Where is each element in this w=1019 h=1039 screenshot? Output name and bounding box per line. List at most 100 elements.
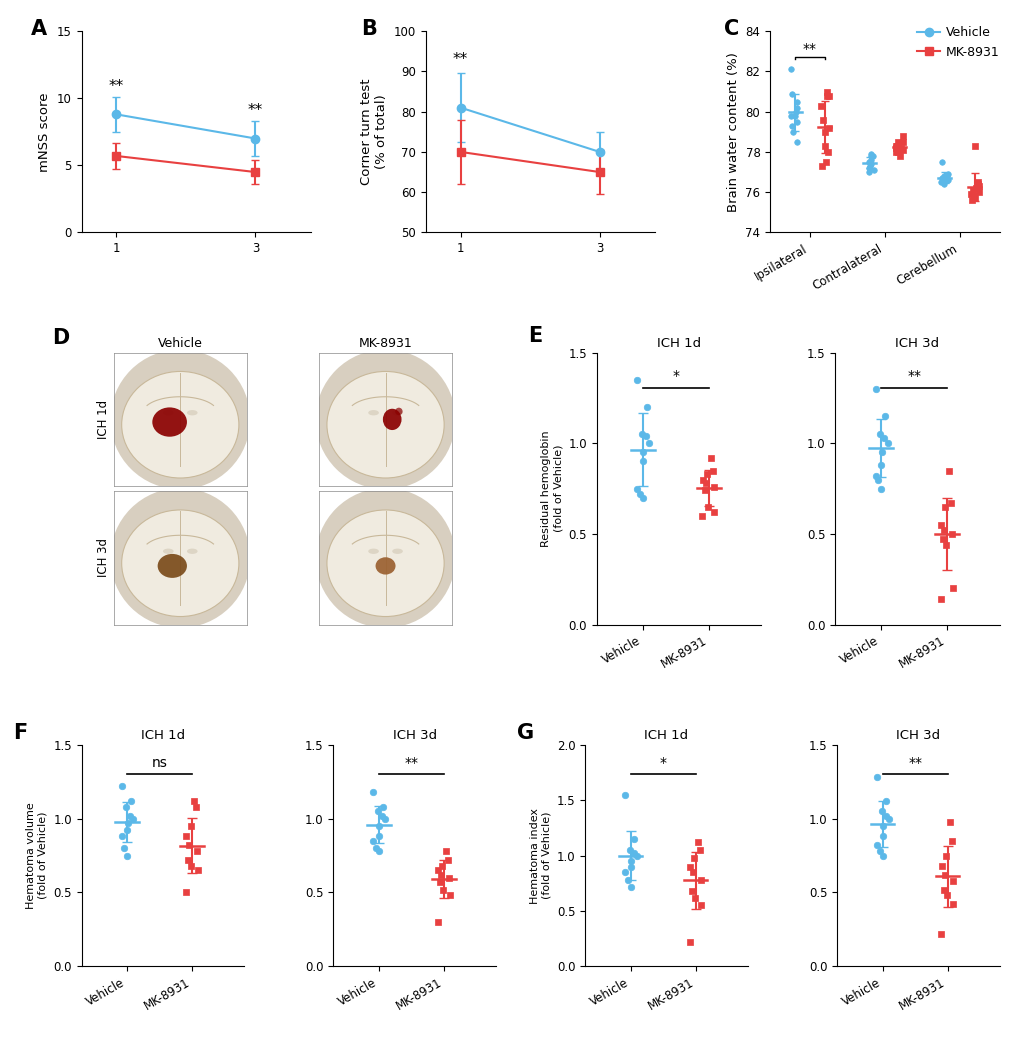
Text: **: **	[405, 755, 418, 770]
Point	[817, 154, 834, 170]
Point	[788, 134, 804, 151]
Point	[681, 934, 697, 951]
Point	[860, 154, 876, 170]
Point	[634, 426, 650, 443]
Point	[371, 828, 387, 845]
Point	[699, 499, 715, 515]
Ellipse shape	[368, 549, 378, 554]
Point	[862, 152, 878, 168]
Text: *: *	[659, 755, 666, 770]
Point	[813, 158, 829, 175]
Point	[873, 847, 890, 863]
Title: ICH 3d: ICH 3d	[896, 729, 940, 742]
Text: D: D	[52, 327, 69, 348]
Point	[963, 192, 979, 209]
Ellipse shape	[163, 549, 173, 554]
Point	[694, 507, 710, 524]
Point	[438, 843, 454, 859]
Y-axis label: mNSS score: mNSS score	[39, 92, 51, 171]
Ellipse shape	[382, 408, 401, 430]
Point	[894, 128, 910, 144]
Point	[932, 516, 949, 533]
Point	[439, 852, 455, 869]
Title: MK-8931: MK-8931	[359, 338, 412, 350]
Point	[789, 94, 805, 110]
Point	[876, 408, 893, 425]
Point	[119, 822, 136, 838]
Point	[788, 103, 804, 119]
Point	[638, 399, 654, 416]
Point	[186, 793, 203, 809]
Point	[816, 124, 833, 140]
Point	[629, 480, 645, 497]
Point	[868, 837, 884, 854]
Point	[934, 174, 951, 190]
Point	[683, 883, 699, 900]
Point	[125, 810, 142, 827]
Point	[625, 845, 641, 861]
Point	[784, 85, 800, 102]
Point	[936, 499, 953, 515]
Point	[440, 870, 457, 886]
Text: **: **	[452, 52, 468, 68]
Point	[935, 522, 952, 538]
Ellipse shape	[110, 488, 250, 628]
Point	[118, 799, 135, 816]
Point	[945, 896, 961, 912]
Point	[869, 472, 886, 488]
Point	[942, 495, 958, 511]
Point	[879, 810, 896, 827]
Point	[938, 171, 955, 188]
Point	[932, 154, 949, 170]
Point	[181, 837, 198, 854]
Point	[180, 852, 197, 869]
Point	[862, 148, 878, 164]
Point	[966, 137, 982, 154]
Point	[377, 810, 393, 827]
Y-axis label: ICH 1d: ICH 1d	[97, 400, 109, 438]
Text: E: E	[528, 325, 542, 346]
Point	[944, 873, 960, 889]
Point	[932, 169, 949, 186]
Point	[872, 480, 889, 497]
Point	[868, 769, 884, 785]
Point	[961, 186, 977, 203]
Ellipse shape	[186, 410, 198, 416]
Point	[892, 139, 908, 156]
Point	[696, 482, 712, 499]
Point	[686, 850, 702, 867]
Point	[932, 174, 949, 190]
Point	[373, 807, 389, 824]
Point	[819, 143, 836, 160]
Point	[634, 453, 650, 470]
Point	[867, 380, 883, 397]
Point	[682, 858, 698, 875]
Point	[934, 881, 951, 898]
Point	[705, 504, 721, 521]
Point	[935, 867, 952, 883]
Point	[932, 926, 949, 942]
Point	[819, 119, 836, 136]
Point	[933, 171, 950, 188]
Point	[693, 897, 709, 913]
Point	[870, 843, 887, 859]
Point	[940, 166, 956, 183]
Point	[931, 591, 948, 608]
Point	[944, 526, 960, 542]
Point	[937, 167, 954, 184]
Point	[934, 531, 951, 548]
Point	[820, 87, 837, 104]
Ellipse shape	[163, 410, 173, 416]
Point	[864, 162, 880, 179]
Point	[622, 878, 638, 895]
Point	[616, 863, 633, 880]
Text: **: **	[109, 79, 124, 95]
Point	[371, 818, 387, 834]
Point	[888, 139, 904, 156]
Point	[629, 372, 645, 389]
Point	[889, 134, 905, 151]
Point	[365, 832, 381, 849]
Text: ns: ns	[152, 755, 167, 770]
Point	[435, 881, 451, 898]
Point	[786, 107, 802, 124]
